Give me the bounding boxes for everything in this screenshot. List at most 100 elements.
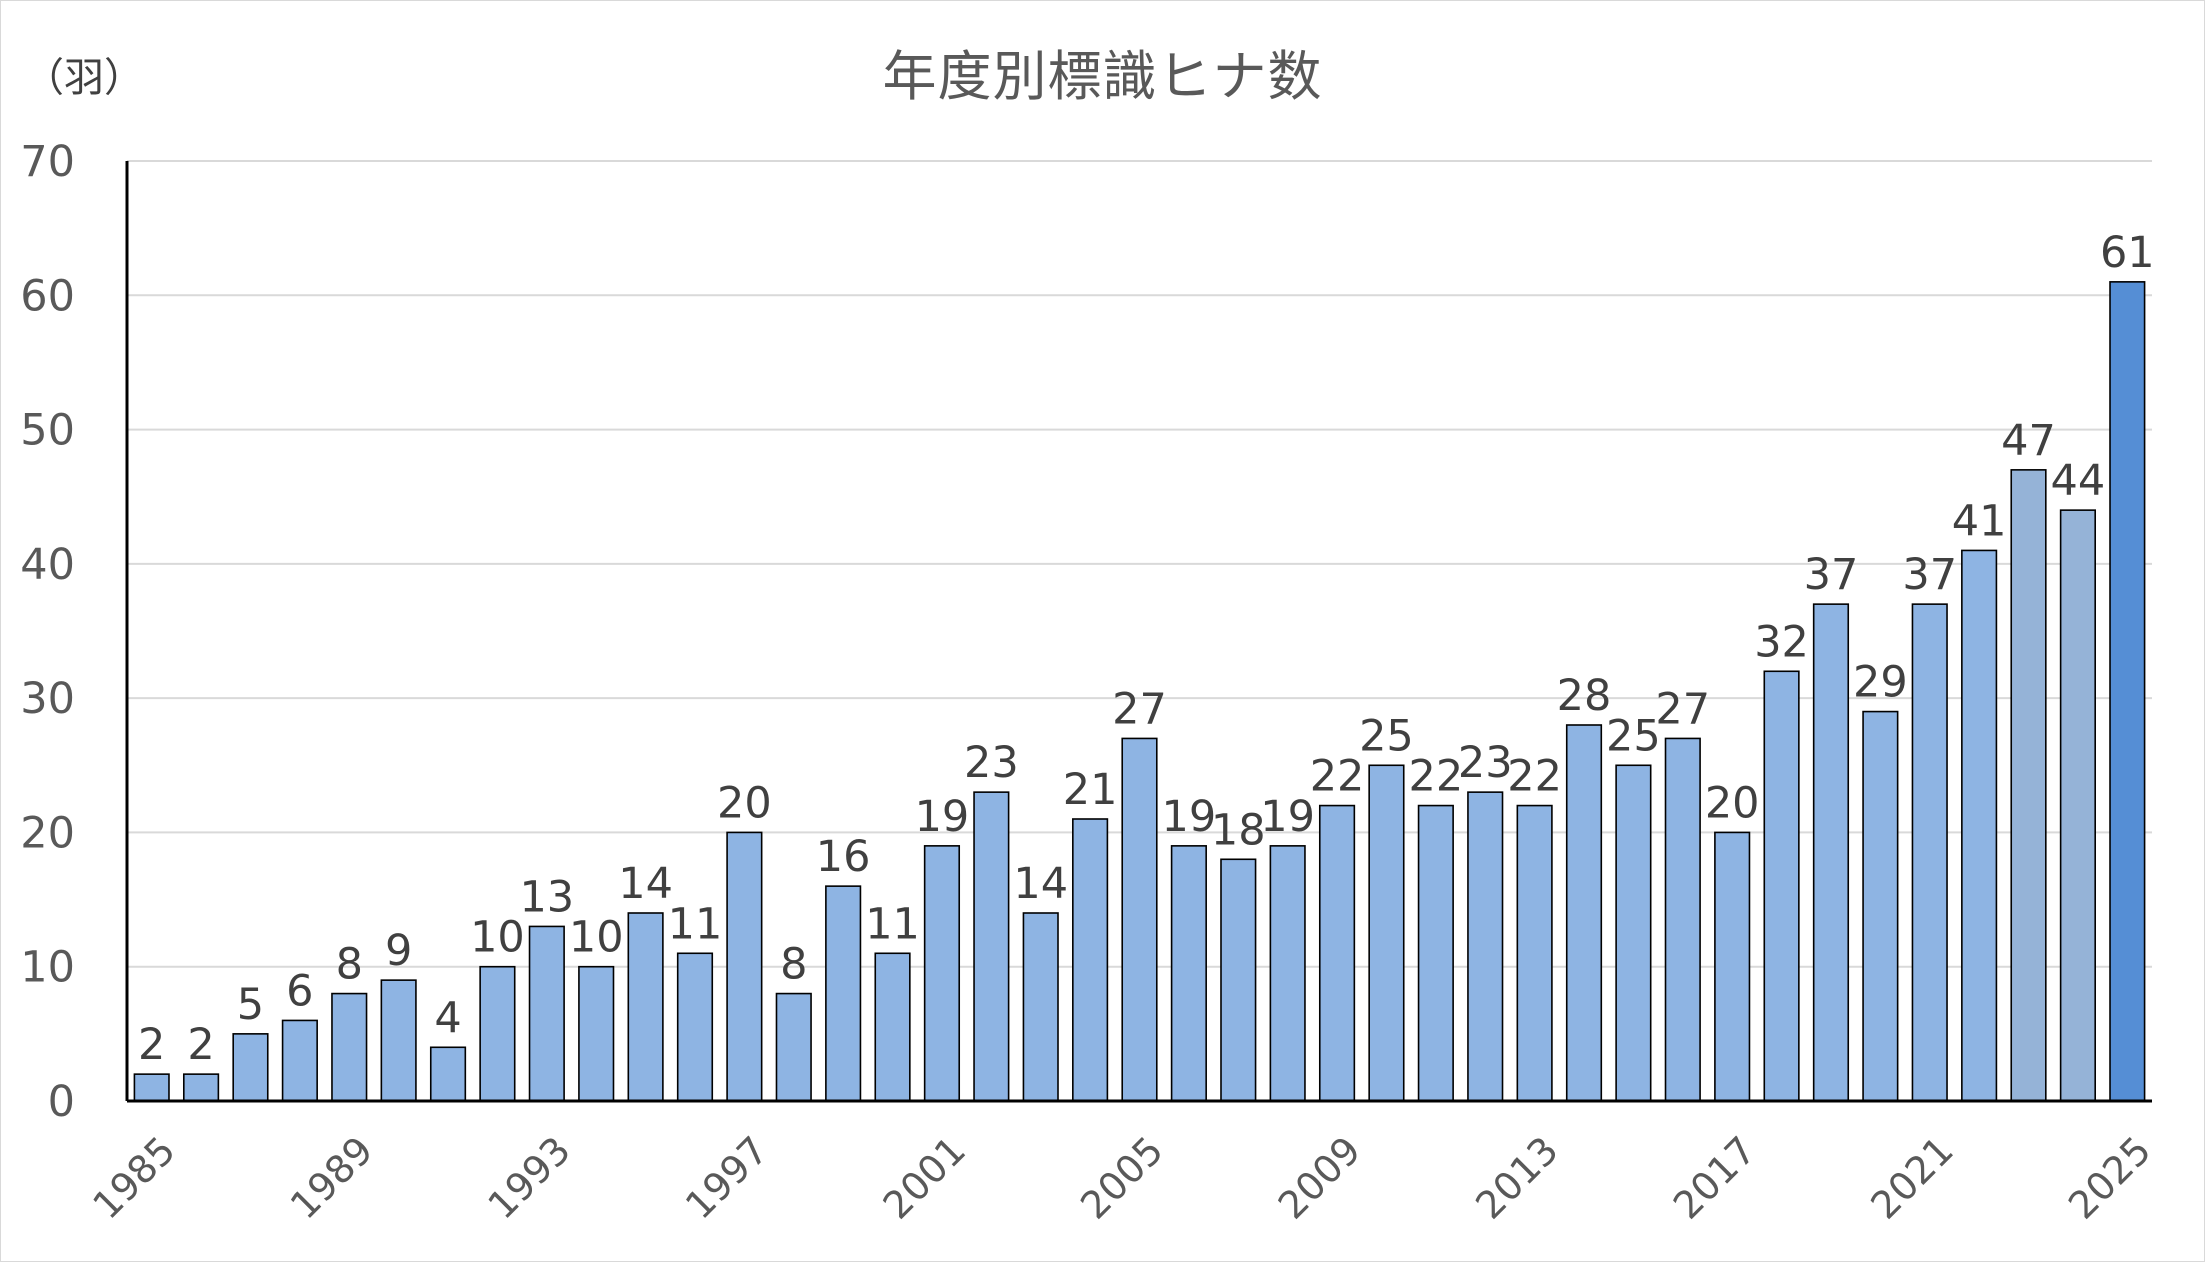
data-label-1996: 11 [668, 899, 723, 949]
data-label-2003: 14 [1013, 859, 1068, 909]
bar-2017 [1714, 831, 1751, 1102]
bar-2011 [1417, 804, 1454, 1102]
bar-2010 [1368, 764, 1405, 1102]
bar-2000 [874, 952, 911, 1102]
bar-2007 [1220, 858, 1257, 1102]
data-label-2010: 25 [1359, 711, 1414, 761]
data-label-1994: 10 [569, 913, 624, 963]
bar-2021 [1911, 603, 1948, 1102]
bar-1987 [232, 1033, 269, 1102]
bar-2020 [1862, 710, 1899, 1102]
y-tick-label: 10 [20, 943, 75, 993]
data-label-2015: 25 [1606, 711, 1661, 761]
data-label-1998: 8 [780, 940, 807, 990]
x-tick-label-2017: 2017 [1665, 1128, 1765, 1228]
data-label-1987: 5 [237, 980, 264, 1030]
bar-2013 [1516, 804, 1553, 1102]
bar-2002 [973, 791, 1010, 1102]
bar-2009 [1318, 804, 1356, 1102]
data-label-2025: 61 [2100, 228, 2155, 278]
data-label-1989: 8 [336, 940, 363, 990]
x-tick-label-2021: 2021 [1862, 1128, 1962, 1228]
y-tick-label: 60 [20, 271, 75, 321]
bar-2023 [2010, 469, 2047, 1102]
data-label-1999: 16 [816, 832, 871, 882]
data-label-2002: 23 [964, 738, 1019, 788]
bar-1995 [627, 912, 664, 1102]
bar-2016 [1664, 737, 1701, 1102]
data-label-2021: 37 [1902, 550, 1957, 600]
bar-2008 [1269, 845, 1306, 1102]
data-label-2017: 20 [1705, 778, 1760, 828]
x-tick-label-1993: 1993 [479, 1128, 579, 1228]
data-label-2024: 44 [2051, 456, 2106, 506]
data-label-2005: 27 [1112, 684, 1167, 734]
bar-2015 [1615, 764, 1652, 1102]
data-label-1986: 2 [187, 1020, 214, 1070]
data-label-2001: 19 [915, 792, 970, 842]
y-axis-tick-labels: 0 10 20 30 40 50 60 70 [20, 137, 75, 1127]
data-label-2016: 27 [1655, 684, 1710, 734]
data-label-1991: 4 [434, 993, 461, 1043]
bar-2018 [1763, 670, 1800, 1102]
bar-1994 [578, 965, 615, 1102]
bar-1999 [825, 885, 862, 1102]
bar-2003 [1022, 912, 1059, 1102]
bar-2012 [1467, 791, 1504, 1102]
data-label-2013: 22 [1507, 752, 1562, 802]
data-label-2000: 11 [865, 899, 920, 949]
bar-1988 [281, 1019, 318, 1102]
data-label-1985: 2 [138, 1020, 165, 1070]
bar-2024 [2059, 509, 2097, 1102]
data-label-2020: 29 [1853, 658, 1908, 708]
data-label-2012: 23 [1458, 738, 1513, 788]
x-tick-label-1997: 1997 [677, 1128, 777, 1228]
bar-2006 [1170, 845, 1207, 1102]
x-tick-label-2013: 2013 [1467, 1128, 1567, 1228]
y-tick-label: 20 [20, 808, 75, 858]
y-tick-label: 0 [48, 1077, 75, 1127]
bar-2004 [1072, 818, 1109, 1102]
y-tick-label: 40 [20, 540, 75, 590]
bar-2001 [923, 845, 961, 1102]
bar-2022 [1961, 549, 1998, 1102]
bar-1992 [479, 965, 516, 1102]
bar-2005 [1121, 737, 1158, 1102]
y-tick-label: 30 [20, 674, 75, 724]
bar-2025 [2109, 281, 2146, 1102]
data-label-2004: 21 [1063, 765, 1118, 815]
bar-1991 [429, 1046, 467, 1102]
y-tick-label: 70 [20, 137, 75, 187]
bar-1996 [676, 952, 714, 1102]
data-label-2018: 32 [1754, 617, 1809, 667]
data-label-2023: 47 [2001, 416, 2056, 466]
bar-1986 [182, 1073, 220, 1102]
data-label-2011: 22 [1408, 752, 1463, 802]
data-label-1992: 10 [470, 913, 525, 963]
bar-1985 [133, 1073, 170, 1102]
data-labels: 2 25 68 94101310141120816111923142127191819… [138, 228, 2155, 1070]
data-label-1990: 9 [385, 926, 412, 976]
bar-1997 [726, 831, 763, 1102]
data-label-2007: 18 [1211, 805, 1266, 855]
x-tick-label-2009: 2009 [1270, 1128, 1370, 1228]
data-label-2009: 22 [1310, 752, 1365, 802]
data-label-2008: 19 [1260, 792, 1315, 842]
data-label-1997: 20 [717, 778, 772, 828]
x-tick-label-1985: 1985 [84, 1128, 184, 1228]
data-label-2014: 28 [1557, 671, 1612, 721]
bar-1989 [331, 992, 368, 1102]
y-tick-label: 50 [20, 406, 75, 456]
chart-title: 年度別標識ヒナ数 [882, 45, 1323, 108]
x-tick-label-1989: 1989 [282, 1128, 382, 1228]
data-label-2019: 37 [1804, 550, 1859, 600]
bar-1998 [775, 992, 812, 1102]
bar-1990 [380, 979, 417, 1102]
x-axis-tick-labels: 1985 1989 1993 1997 2001 2005 2009 2013 2017 2021… [84, 1128, 2159, 1228]
data-label-2022: 41 [1952, 496, 2007, 546]
data-label-1995: 14 [618, 859, 673, 909]
data-label-1993: 13 [519, 872, 574, 922]
x-tick-label-2025: 2025 [2060, 1128, 2160, 1228]
bar-series [133, 281, 2146, 1102]
